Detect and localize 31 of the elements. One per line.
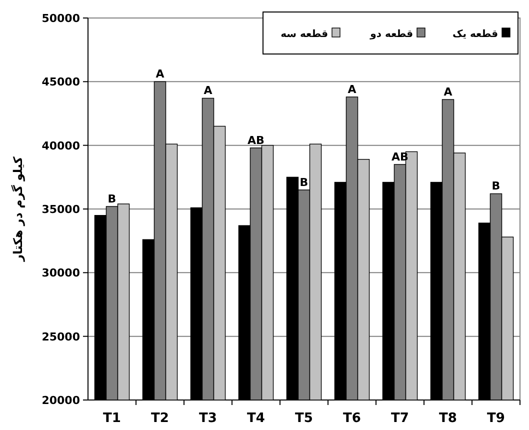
x-tick-label: T6 — [343, 411, 361, 426]
annotation: A — [204, 84, 213, 98]
y-tick-label: 35000 — [42, 203, 80, 216]
annotation: AB — [248, 134, 264, 147]
x-tick-label: T4 — [247, 411, 265, 426]
annotation: A — [156, 68, 165, 81]
annotation: A — [348, 82, 357, 96]
legend-item: قطعه سه — [280, 28, 340, 40]
x-tick-label: T3 — [199, 411, 217, 426]
legend-item: قطعه دو — [370, 28, 426, 40]
y-tick-label: 50000 — [42, 12, 80, 25]
x-tick-label: T9 — [487, 411, 505, 426]
y-axis-title: کیلو گرم در هکتار — [11, 156, 25, 262]
x-tick-label: T8 — [439, 411, 457, 426]
annotation: B — [108, 192, 116, 206]
y-tick-label: 30000 — [42, 266, 80, 280]
annotation: A — [444, 85, 453, 98]
y-tick-label: 45000 — [42, 76, 80, 89]
annotation: B — [300, 176, 308, 189]
y-tick-label: 25000 — [42, 330, 80, 344]
x-tick-label: T2 — [151, 411, 169, 426]
x-tick-label: T1 — [103, 411, 121, 426]
legend-label: قطعه یک — [452, 29, 498, 40]
annotation: B — [492, 180, 500, 193]
y-tick-label: 40000 — [42, 139, 80, 152]
legend-label: قطعه سه — [280, 29, 328, 40]
legend-item: قطعه یک — [452, 28, 510, 40]
x-tick-label: T7 — [391, 411, 409, 426]
y-tick-label: 20000 — [42, 394, 80, 407]
legend-label: قطعه دو — [369, 29, 413, 40]
x-tick-label: T5 — [295, 411, 313, 426]
